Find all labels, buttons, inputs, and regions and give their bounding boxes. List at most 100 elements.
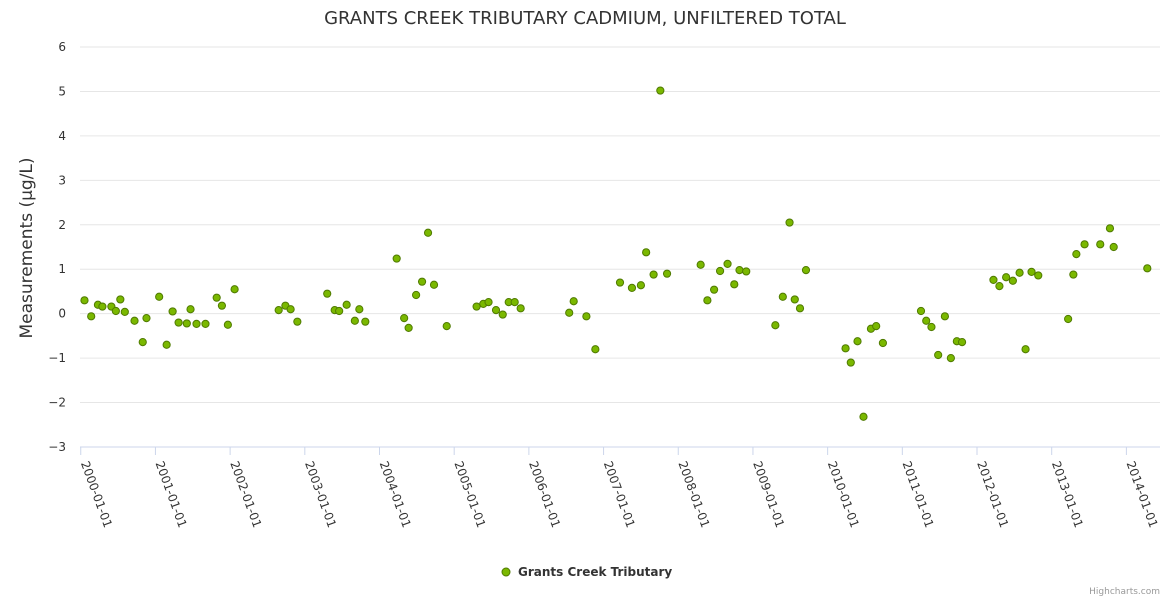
data-point[interactable]	[1021, 345, 1030, 354]
data-point[interactable]	[771, 321, 780, 330]
data-point[interactable]	[1027, 267, 1036, 276]
data-point[interactable]	[417, 277, 427, 286]
data-point[interactable]	[946, 354, 955, 363]
data-point[interactable]	[730, 280, 739, 289]
data-point[interactable]	[872, 322, 881, 331]
data-point[interactable]	[636, 281, 646, 290]
data-point[interactable]	[627, 283, 637, 292]
data-point[interactable]	[703, 296, 712, 305]
data-point[interactable]	[1002, 273, 1011, 282]
data-point[interactable]	[1015, 268, 1024, 277]
data-point[interactable]	[1072, 250, 1081, 259]
data-point[interactable]	[400, 314, 409, 323]
data-point[interactable]	[1143, 264, 1152, 273]
data-point[interactable]	[859, 412, 868, 421]
data-point[interactable]	[735, 266, 744, 275]
data-point[interactable]	[710, 285, 719, 294]
data-point[interactable]	[120, 307, 129, 316]
data-point[interactable]	[342, 300, 351, 309]
data-point[interactable]	[186, 305, 195, 314]
data-point[interactable]	[715, 266, 725, 276]
data-point[interactable]	[785, 218, 794, 227]
data-point[interactable]	[846, 358, 855, 367]
data-point[interactable]	[223, 320, 232, 329]
legend-marker[interactable]	[501, 567, 511, 577]
data-point[interactable]	[1096, 240, 1105, 249]
data-point[interactable]	[472, 302, 481, 311]
data-point[interactable]	[841, 344, 850, 353]
data-point[interactable]	[404, 323, 413, 332]
data-point[interactable]	[201, 319, 210, 328]
data-point[interactable]	[116, 295, 125, 304]
data-point[interactable]	[778, 292, 787, 301]
data-point[interactable]	[989, 275, 998, 284]
data-point[interactable]	[423, 228, 433, 237]
data-point[interactable]	[274, 306, 283, 315]
data-point[interactable]	[138, 338, 147, 347]
data-point[interactable]	[142, 314, 151, 323]
data-point[interactable]	[656, 86, 665, 95]
data-point[interactable]	[696, 260, 705, 269]
data-point[interactable]	[1008, 276, 1017, 285]
legend[interactable]: Grants Creek Tributary	[501, 565, 672, 579]
data-point[interactable]	[429, 280, 439, 289]
data-point[interactable]	[286, 305, 295, 314]
data-point[interactable]	[801, 266, 811, 275]
data-point[interactable]	[162, 340, 171, 349]
data-point[interactable]	[957, 338, 967, 347]
data-point[interactable]	[350, 316, 359, 325]
data-point[interactable]	[565, 308, 574, 317]
data-point[interactable]	[615, 278, 625, 287]
data-point[interactable]	[649, 270, 658, 279]
data-point[interactable]	[510, 298, 519, 307]
data-point[interactable]	[723, 259, 732, 268]
data-point[interactable]	[1105, 224, 1115, 233]
data-point[interactable]	[192, 319, 201, 328]
data-point[interactable]	[790, 295, 799, 304]
data-point[interactable]	[662, 269, 672, 278]
data-point[interactable]	[80, 296, 89, 305]
data-point[interactable]	[995, 282, 1004, 291]
data-point[interactable]	[853, 337, 862, 346]
data-point[interactable]	[361, 317, 370, 326]
data-point[interactable]	[1064, 314, 1073, 324]
data-point[interactable]	[878, 338, 888, 348]
data-point[interactable]	[155, 292, 164, 301]
data-point[interactable]	[442, 322, 451, 331]
data-point[interactable]	[111, 306, 120, 316]
data-point[interactable]	[411, 290, 421, 300]
data-point[interactable]	[934, 350, 943, 360]
data-point[interactable]	[293, 317, 302, 326]
data-point[interactable]	[182, 319, 191, 328]
data-point[interactable]	[230, 285, 239, 294]
data-point[interactable]	[335, 306, 344, 316]
data-point[interactable]	[217, 301, 227, 310]
data-point[interactable]	[491, 306, 501, 315]
data-point[interactable]	[174, 318, 183, 327]
legend-item-label[interactable]: Grants Creek Tributary	[518, 565, 672, 579]
data-point[interactable]	[168, 307, 177, 316]
data-point[interactable]	[1034, 271, 1043, 280]
data-point[interactable]	[1109, 242, 1118, 252]
data-point[interactable]	[922, 316, 931, 325]
data-point[interactable]	[392, 254, 401, 263]
data-point[interactable]	[795, 304, 805, 313]
data-point[interactable]	[742, 267, 751, 276]
data-point[interactable]	[98, 302, 107, 311]
data-point[interactable]	[582, 312, 591, 321]
data-point[interactable]	[498, 310, 507, 319]
data-point[interactable]	[1080, 240, 1089, 249]
data-point[interactable]	[484, 298, 493, 307]
data-point[interactable]	[916, 306, 926, 316]
data-point[interactable]	[642, 248, 651, 257]
data-point[interactable]	[591, 345, 600, 354]
data-point[interactable]	[940, 312, 949, 321]
data-point[interactable]	[355, 305, 364, 314]
data-point[interactable]	[87, 312, 96, 321]
data-point[interactable]	[516, 304, 525, 313]
data-point[interactable]	[569, 297, 578, 306]
data-point[interactable]	[1069, 270, 1078, 279]
data-point[interactable]	[323, 289, 332, 298]
data-point[interactable]	[212, 293, 221, 302]
data-point[interactable]	[927, 322, 936, 332]
